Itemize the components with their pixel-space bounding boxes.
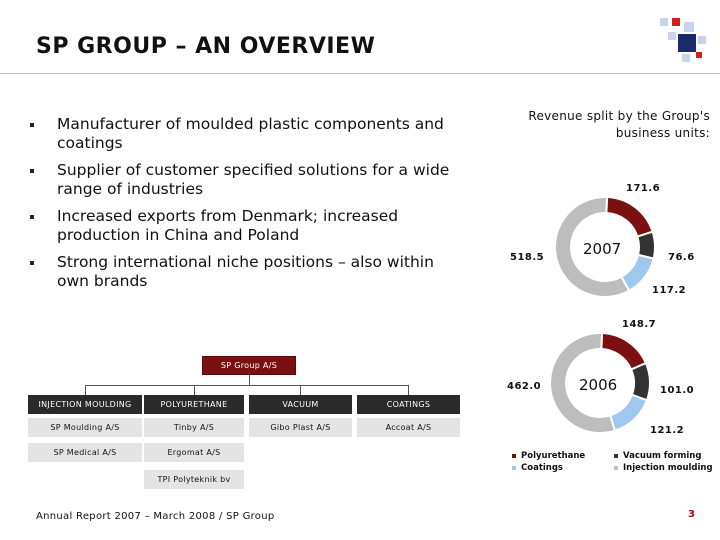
bullet-text: Supplier of customer specified solutions… xyxy=(57,161,450,198)
legend-label: Injection moulding xyxy=(623,463,713,473)
legend-swatch xyxy=(512,454,516,458)
bullet-item: Supplier of customer specified solutions… xyxy=(30,161,470,199)
legend-label: Coatings xyxy=(521,463,563,473)
page-title: SP GROUP – AN OVERVIEW xyxy=(36,34,376,59)
data-label-2006-coatings: 121.2 xyxy=(650,425,685,436)
org-parent-company: SP Group A/S xyxy=(202,356,296,375)
revenue-title-line1: Revenue split by the Group's xyxy=(528,109,710,123)
data-label-2006-vacuum: 101.0 xyxy=(660,385,695,396)
org-company: Ergomat A/S xyxy=(144,443,244,462)
org-company: SP Moulding A/S xyxy=(28,418,142,437)
legend-swatch xyxy=(614,466,618,470)
org-company: Accoat A/S xyxy=(357,418,460,437)
bullet-text: Strong international niche positions – a… xyxy=(57,253,434,290)
bullet-item: Strong international niche positions – a… xyxy=(30,253,470,291)
org-connector xyxy=(249,375,250,386)
donut-chart-2006 xyxy=(549,332,651,434)
data-label-2007-polyurethane: 171.6 xyxy=(626,183,661,194)
data-label-2007-injection: 518.5 xyxy=(510,252,545,263)
donut-slice-2007-injection xyxy=(554,196,631,298)
legend-label: Polyurethane xyxy=(521,451,586,461)
bullet-marker xyxy=(30,169,34,173)
donut-center-label-2006: 2006 xyxy=(579,376,618,394)
bullet-item: Manufacturer of moulded plastic componen… xyxy=(30,115,470,153)
legend-item-coatings: Coatings xyxy=(512,463,563,473)
org-unit-coatings: COATINGS xyxy=(357,395,460,414)
org-connector xyxy=(85,385,408,386)
bullet-text: Manufacturer of moulded plastic componen… xyxy=(57,115,444,152)
sp-group-logo xyxy=(660,18,706,62)
revenue-split-title: Revenue split by the Group's business un… xyxy=(470,108,710,142)
legend-swatch xyxy=(614,454,618,458)
bullet-marker xyxy=(30,123,34,127)
data-label-2006-injection: 462.0 xyxy=(507,381,542,392)
donut-chart-2007 xyxy=(554,196,656,298)
bullet-text: Increased exports from Denmark; increase… xyxy=(57,207,399,244)
org-unit-polyurethane: POLYURETHANE xyxy=(144,395,244,414)
org-company: Gibo Plast A/S xyxy=(249,418,352,437)
bullet-marker xyxy=(30,215,34,219)
donut-slice-2006-polyurethane xyxy=(600,332,648,371)
org-company: TPI Polyteknik bv xyxy=(144,470,244,489)
donut-slice-2006-coatings xyxy=(608,393,649,432)
bullet-marker xyxy=(30,261,34,265)
title-divider xyxy=(0,73,720,74)
legend-item-injection: Injection moulding xyxy=(614,463,713,473)
legend-label: Vacuum forming xyxy=(623,451,702,461)
org-connector xyxy=(300,385,301,395)
data-label-2007-vacuum: 76.6 xyxy=(668,252,695,263)
org-connector xyxy=(408,385,409,395)
org-connector xyxy=(85,385,86,395)
legend-swatch xyxy=(512,466,516,470)
org-unit-vacuum: VACUUM xyxy=(249,395,352,414)
bullet-item: Increased exports from Denmark; increase… xyxy=(30,207,470,245)
org-company: Tinby A/S xyxy=(144,418,244,437)
org-company: SP Medical A/S xyxy=(28,443,142,462)
data-label-2007-coatings: 117.2 xyxy=(652,285,687,296)
legend-item-vacuum: Vacuum forming xyxy=(614,451,701,461)
footer-text: Annual Report 2007 – March 2008 / SP Gro… xyxy=(36,511,275,522)
org-unit-injection-moulding: INJECTION MOULDING xyxy=(28,395,142,414)
donut-slice-2007-polyurethane xyxy=(605,196,654,238)
org-connector xyxy=(194,385,195,395)
data-label-2006-polyurethane: 148.7 xyxy=(622,319,657,330)
donut-slice-2006-injection xyxy=(549,332,617,434)
legend-item-polyurethane: Polyurethane xyxy=(512,451,585,461)
donut-center-label-2007: 2007 xyxy=(583,240,622,258)
page-number: 3 xyxy=(688,509,695,520)
revenue-title-line2: business units: xyxy=(615,126,710,140)
